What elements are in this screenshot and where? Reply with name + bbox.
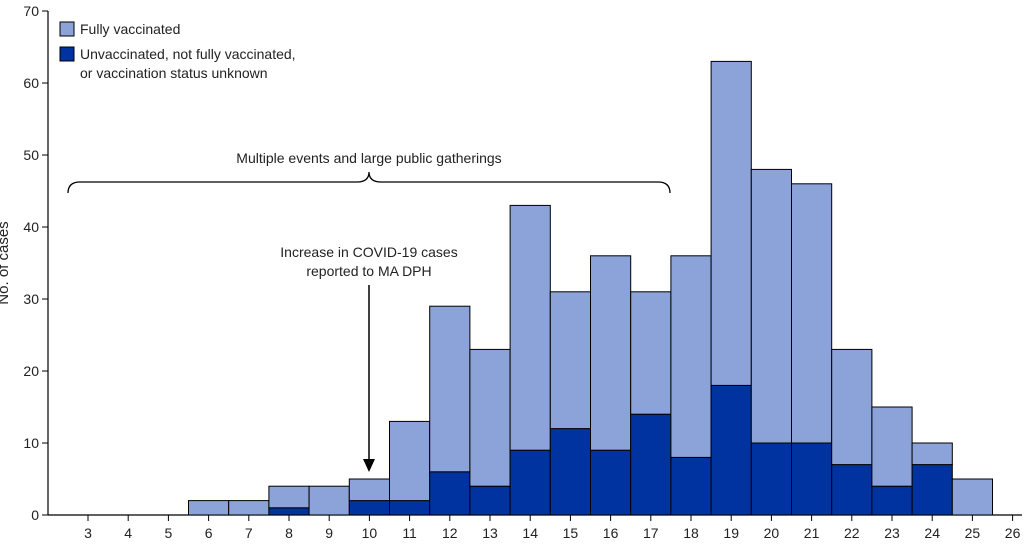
x-tick-label: 5 bbox=[165, 525, 173, 541]
legend-swatch-fully-vaccinated bbox=[59, 21, 75, 37]
bar-unvaccinated bbox=[509, 449, 551, 516]
y-tick-label: 0 bbox=[31, 507, 39, 523]
bar-fully-vaccinated bbox=[670, 255, 712, 458]
y-tick-label: 30 bbox=[23, 291, 39, 307]
x-tick-label: 4 bbox=[124, 525, 132, 541]
bar-unvaccinated bbox=[429, 471, 471, 516]
x-tick-label: 6 bbox=[205, 525, 213, 541]
x-axis: 3 4 5 6 7 8 9 10 11 12 13 14 15 16 17 18 19 20 21 22 23 24 25 2… bbox=[48, 514, 1022, 541]
x-tick-label: 3 bbox=[84, 525, 92, 541]
y-axis-title: No. of cases bbox=[0, 221, 12, 304]
bar-fully-vaccinated bbox=[831, 348, 873, 466]
x-tick-label: 26 bbox=[1005, 525, 1021, 541]
bracket-label: Multiple events and large public gatheri… bbox=[236, 150, 501, 166]
dph-report-annotation: Increase in COVID-19 cases reported to M… bbox=[280, 244, 458, 472]
bar-fully-vaccinated bbox=[469, 348, 511, 487]
bar-fully-vaccinated bbox=[429, 305, 471, 473]
bar-unvaccinated bbox=[549, 428, 591, 516]
bar-fully-vaccinated bbox=[750, 168, 792, 444]
bar-unvaccinated bbox=[348, 500, 390, 516]
arrow-label-line2: reported to MA DPH bbox=[306, 263, 431, 279]
legend-label-unvaccinated-line2: or vaccination status unknown bbox=[80, 65, 268, 81]
x-tick-label: 8 bbox=[285, 525, 293, 541]
arrow-head bbox=[363, 459, 375, 472]
legend-swatch-unvaccinated bbox=[59, 46, 75, 62]
x-tick-label: 9 bbox=[325, 525, 333, 541]
y-tick-label: 20 bbox=[23, 363, 39, 379]
bar-fully-vaccinated bbox=[791, 183, 833, 444]
x-tick-label: 19 bbox=[723, 525, 739, 541]
bar-unvaccinated bbox=[469, 485, 511, 516]
x-tick-label: 17 bbox=[643, 525, 659, 541]
bar-unvaccinated bbox=[710, 384, 752, 516]
x-tick-label: 24 bbox=[924, 525, 940, 541]
legend-label-fully-vaccinated: Fully vaccinated bbox=[80, 21, 180, 37]
bar-fully-vaccinated bbox=[348, 478, 390, 502]
arrow-label-line1: Increase in COVID-19 cases bbox=[280, 244, 457, 260]
x-tick-label: 13 bbox=[482, 525, 498, 541]
x-tick-label: 16 bbox=[603, 525, 619, 541]
bar-unvaccinated bbox=[791, 442, 833, 516]
y-tick-label: 10 bbox=[23, 435, 39, 451]
bar-fully-vaccinated bbox=[549, 291, 591, 430]
y-tick-label: 50 bbox=[23, 147, 39, 163]
y-tick-label: 40 bbox=[23, 219, 39, 235]
legend: Fully vaccinated Unvaccinated, not fully… bbox=[59, 21, 296, 81]
x-tick-label: 12 bbox=[442, 525, 458, 541]
bar-unvaccinated bbox=[590, 449, 632, 516]
bar-unvaccinated bbox=[670, 456, 712, 516]
bar-unvaccinated bbox=[871, 485, 913, 516]
x-tick-label: 15 bbox=[563, 525, 579, 541]
bar-fully-vaccinated bbox=[951, 478, 993, 516]
y-tick-label: 70 bbox=[23, 3, 39, 19]
x-tick-label: 10 bbox=[362, 525, 378, 541]
x-tick-label: 11 bbox=[402, 525, 417, 541]
curly-bracket bbox=[67, 171, 671, 194]
x-tick-label: 20 bbox=[764, 525, 780, 541]
x-tick-label: 18 bbox=[683, 525, 699, 541]
events-bracket-annotation: Multiple events and large public gatheri… bbox=[67, 150, 671, 194]
y-axis: 0 10 20 30 40 50 60 70 No. of cases bbox=[0, 3, 49, 523]
bar-fully-vaccinated bbox=[509, 204, 551, 451]
x-tick-label: 23 bbox=[884, 525, 900, 541]
bar-unvaccinated bbox=[750, 442, 792, 516]
bar-unvaccinated bbox=[268, 507, 310, 516]
x-tick-label: 25 bbox=[965, 525, 981, 541]
bar-fully-vaccinated bbox=[590, 255, 632, 451]
bar-fully-vaccinated bbox=[911, 442, 953, 466]
bar-fully-vaccinated bbox=[871, 406, 913, 487]
y-tick-label: 60 bbox=[23, 75, 39, 91]
bar-fully-vaccinated bbox=[188, 500, 230, 516]
bar-fully-vaccinated bbox=[630, 291, 672, 415]
x-tick-label: 7 bbox=[245, 525, 253, 541]
bar-fully-vaccinated bbox=[710, 60, 752, 386]
bar-fully-vaccinated bbox=[228, 500, 270, 516]
bar-unvaccinated bbox=[389, 500, 431, 516]
bar-fully-vaccinated bbox=[308, 485, 350, 516]
bar-fully-vaccinated bbox=[268, 485, 310, 509]
legend-label-unvaccinated-line1: Unvaccinated, not fully vaccinated, bbox=[80, 46, 296, 62]
bar-unvaccinated bbox=[630, 413, 672, 516]
x-tick-label: 14 bbox=[522, 525, 538, 541]
x-tick-label: 22 bbox=[844, 525, 860, 541]
x-tick-label: 21 bbox=[804, 525, 820, 541]
bars bbox=[188, 60, 993, 516]
bar-unvaccinated bbox=[911, 464, 953, 516]
bar-fully-vaccinated bbox=[389, 420, 431, 502]
bar-unvaccinated bbox=[831, 464, 873, 516]
